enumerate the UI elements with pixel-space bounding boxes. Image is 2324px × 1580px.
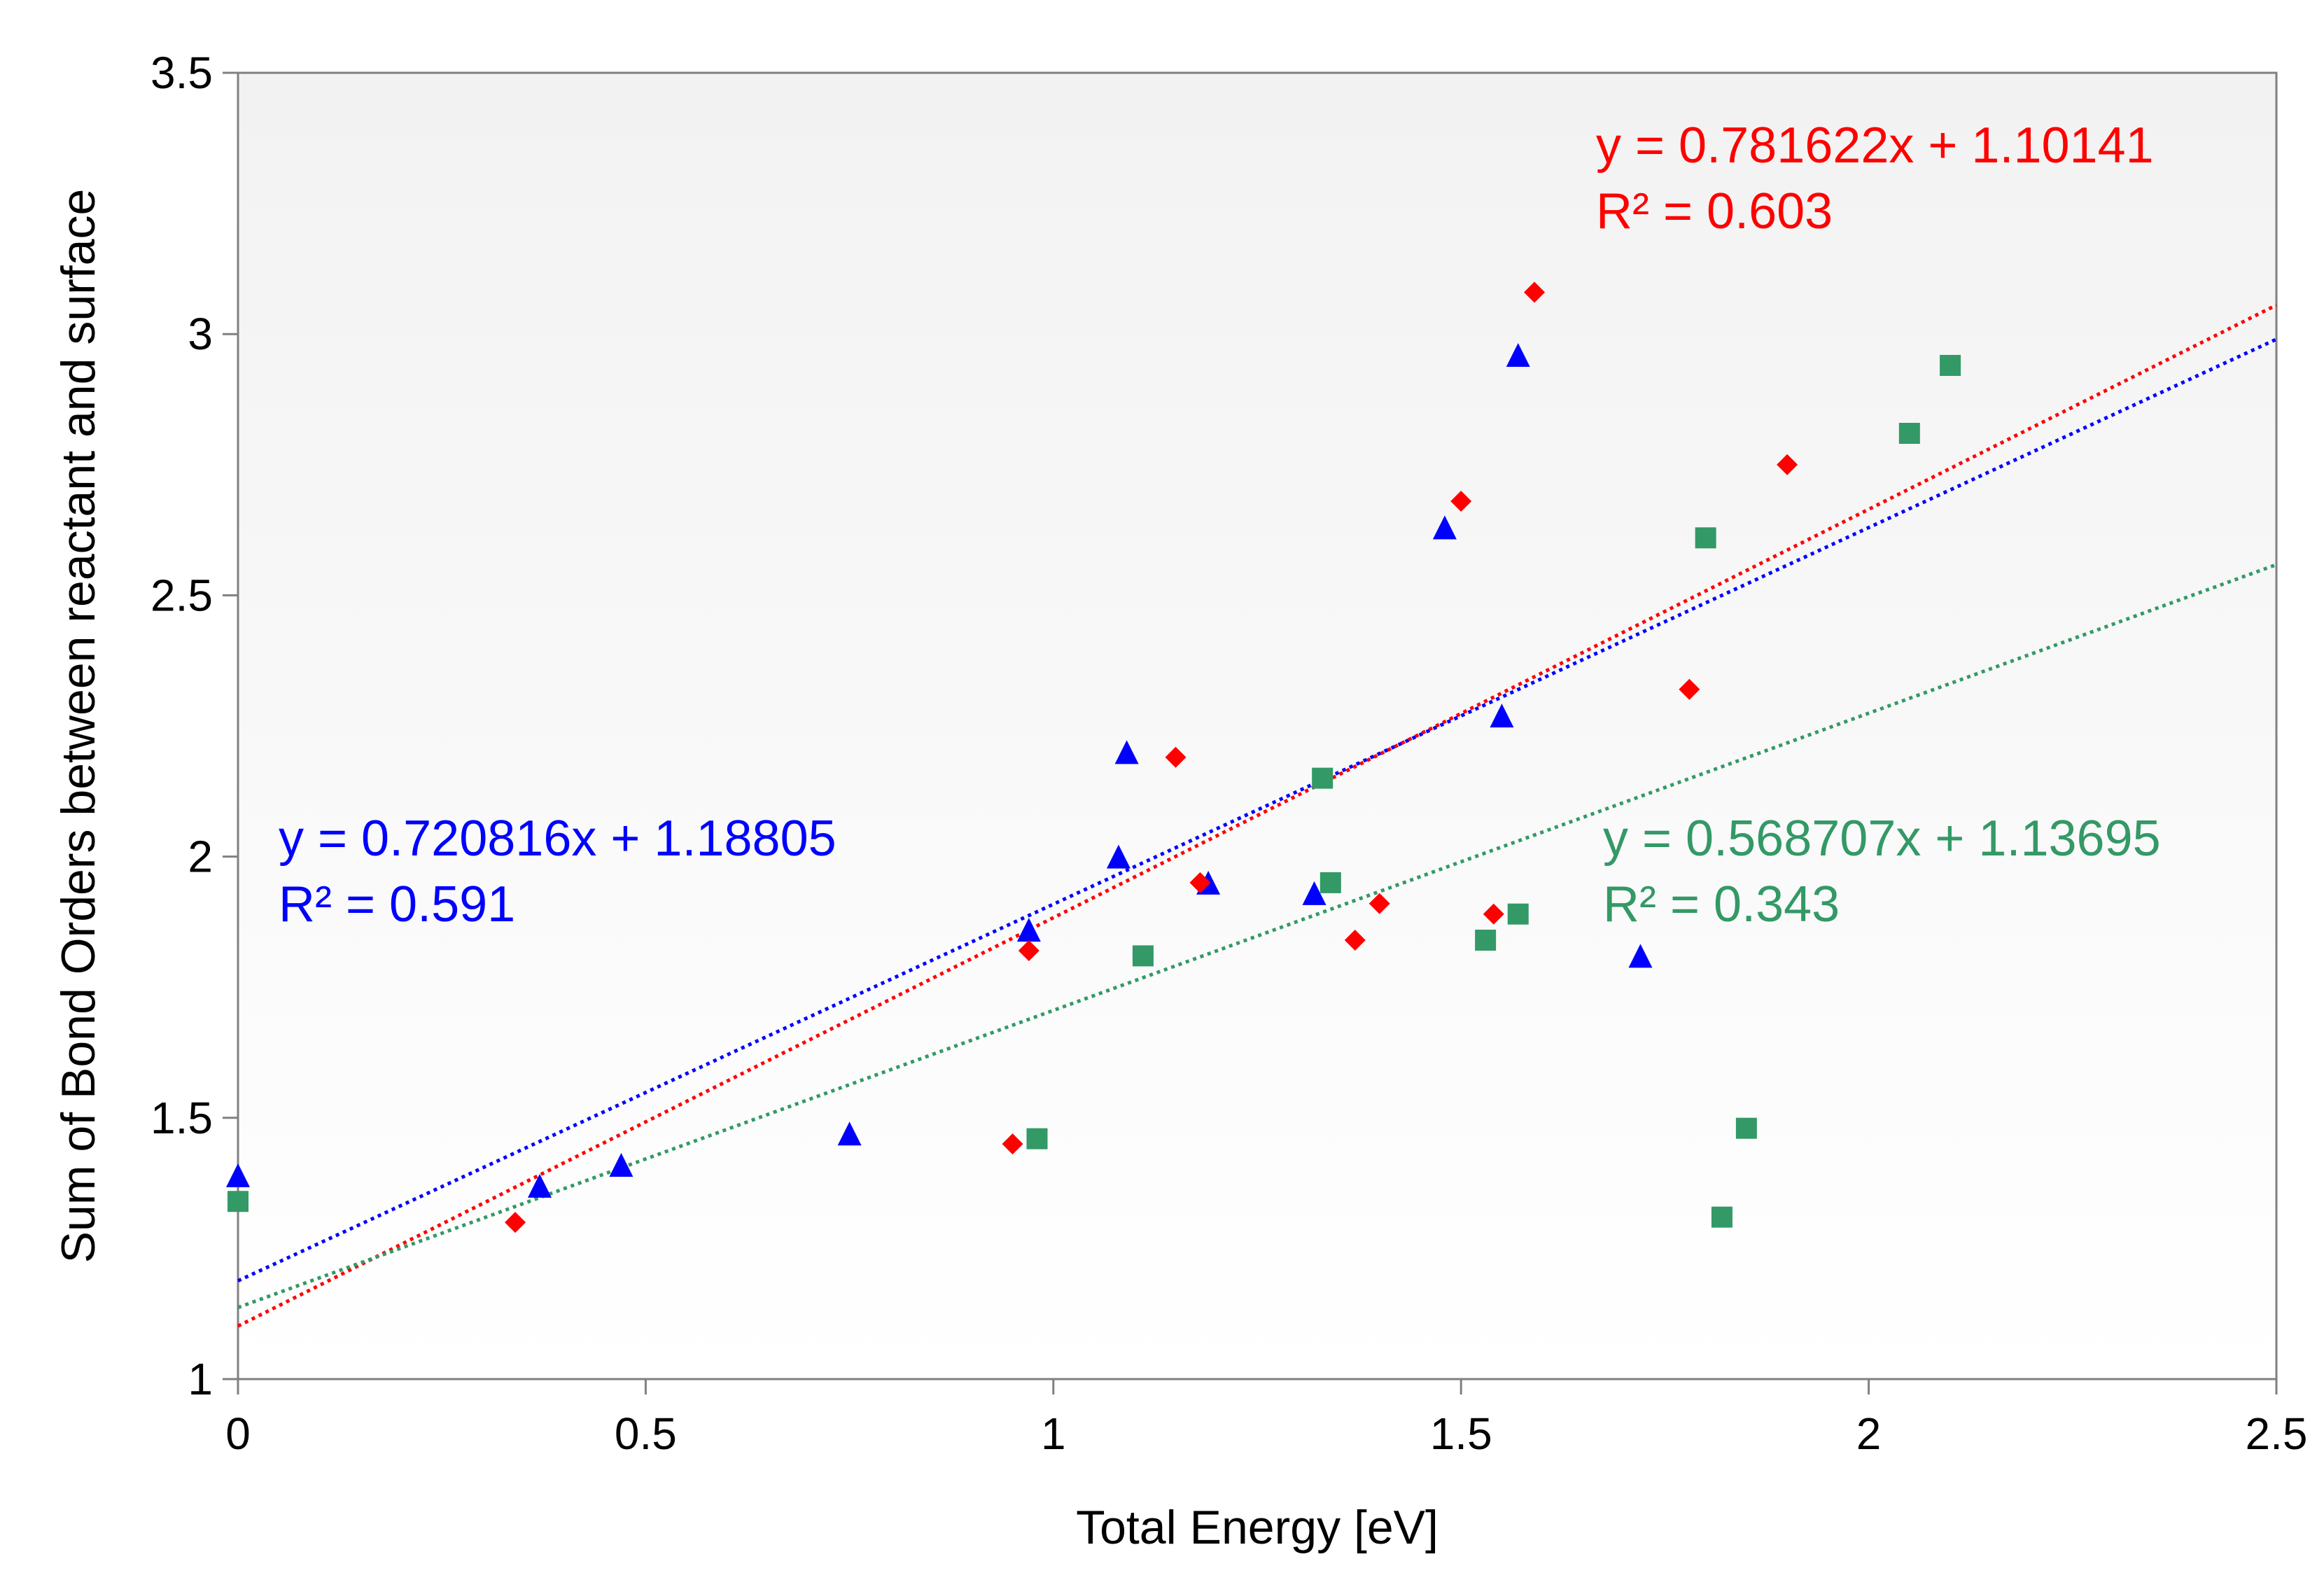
data-point-triangle — [1106, 844, 1130, 869]
x-tick-label: 1.5 — [1430, 1408, 1492, 1459]
r-squared-2: R² = 0.591 — [279, 876, 515, 932]
x-tick-label: 1 — [1041, 1408, 1066, 1459]
data-point-diamond — [1189, 872, 1211, 893]
y-tick-label: 3 — [188, 309, 213, 359]
data-point-diamond — [1450, 491, 1472, 512]
data-point-square — [1312, 767, 1334, 789]
data-point-triangle — [1114, 740, 1139, 764]
data-point-triangle — [609, 1152, 634, 1177]
data-point-square — [1475, 930, 1497, 951]
data-point-triangle — [1628, 944, 1653, 968]
data-point-diamond — [1368, 893, 1390, 914]
x-tick-label: 0 — [225, 1408, 251, 1459]
y-tick-label: 3.5 — [150, 48, 213, 98]
data-point-diamond — [1483, 903, 1504, 925]
data-point-triangle — [837, 1121, 862, 1146]
x-axis-title: Total Energy [eV] — [1076, 1501, 1438, 1554]
data-point-square — [1898, 423, 1920, 445]
x-tick-label: 2.5 — [2246, 1408, 2308, 1459]
r-squared-3: R² = 0.343 — [1603, 876, 1840, 932]
x-tick-label: 2 — [1856, 1408, 1882, 1459]
trendline-series-1 — [237, 303, 2278, 1328]
data-point-square — [1132, 945, 1154, 967]
data-point-diamond — [505, 1212, 526, 1233]
data-point-triangle — [527, 1173, 552, 1198]
r-squared-1: R² = 0.603 — [1596, 183, 1833, 239]
plot-area — [237, 71, 2278, 1380]
data-point-square — [1940, 354, 1961, 376]
data-point-square — [227, 1191, 248, 1212]
data-point-triangle — [1432, 515, 1457, 540]
y-tick-label: 2.5 — [150, 570, 213, 620]
y-tick-label: 1 — [188, 1354, 213, 1404]
data-point-diamond — [1002, 1133, 1023, 1155]
data-point-square — [1026, 1128, 1048, 1149]
data-point-triangle — [1016, 918, 1041, 942]
data-point-triangle — [226, 1163, 250, 1187]
data-point-square — [1320, 872, 1341, 893]
data-point-triangle — [1302, 881, 1326, 905]
data-point-square — [1695, 527, 1716, 549]
data-point-diamond — [1165, 746, 1186, 768]
data-point-square — [1507, 903, 1529, 925]
trendline-series-2 — [237, 337, 2278, 1282]
trendline-equation-3: y = 0.568707x + 1.13695 — [1603, 811, 2161, 867]
data-point-diamond — [1344, 930, 1366, 951]
y-axis-title: Sum of Bond Orders between reactant and … — [52, 189, 105, 1264]
data-point-diamond — [1679, 678, 1700, 700]
data-point-diamond — [1018, 939, 1040, 961]
data-point-square — [1711, 1206, 1732, 1228]
data-point-triangle — [1506, 343, 1530, 368]
y-tick-label: 2 — [188, 832, 213, 882]
data-point-triangle — [1490, 704, 1514, 728]
trendline-equation-2: y = 0.720816x + 1.18805 — [279, 811, 836, 867]
y-tick-label: 1.5 — [150, 1093, 213, 1143]
x-tick-label: 0.5 — [615, 1408, 677, 1459]
data-point-diamond — [1524, 281, 1546, 303]
data-point-diamond — [1777, 454, 1798, 475]
data-point-square — [1735, 1117, 1757, 1139]
trendline-equation-1: y = 0.781622x + 1.10141 — [1596, 118, 2154, 174]
